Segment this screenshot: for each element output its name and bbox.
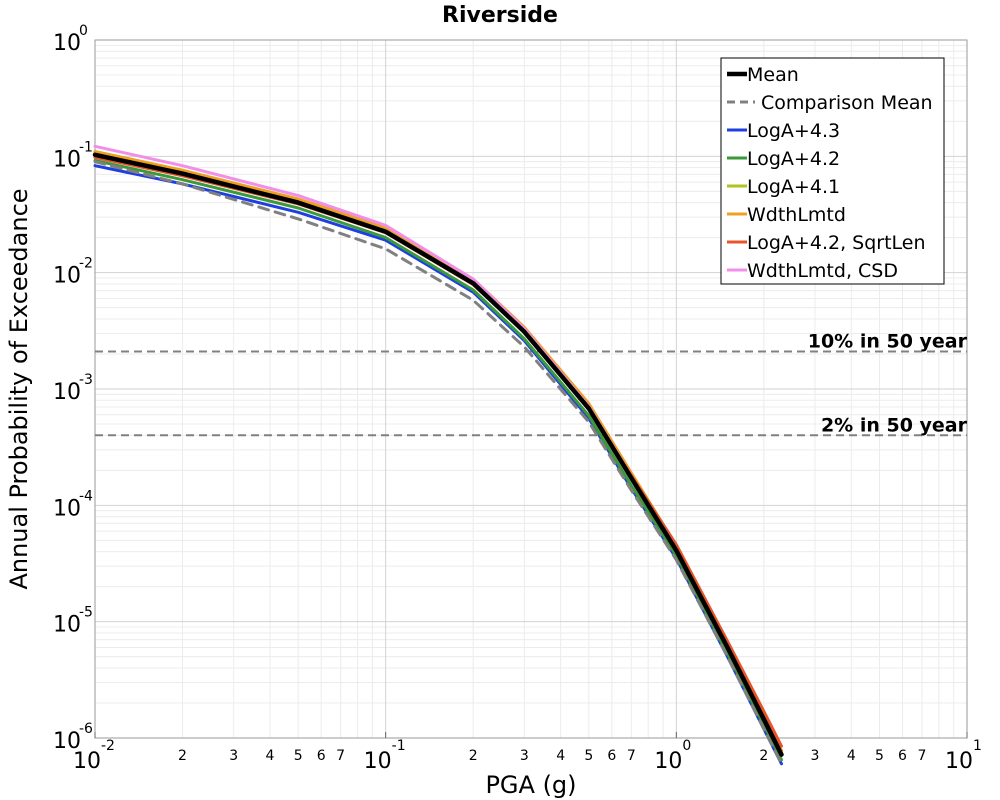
y-tick-exponent: 0 — [79, 23, 88, 39]
y-tick-exponent: -1 — [79, 139, 93, 155]
x-minor-tick-label: 5 — [584, 748, 593, 764]
x-minor-tick-label: 6 — [317, 748, 326, 764]
reference-line-label: 2% in 50 year — [821, 414, 968, 436]
x-minor-tick-label: 2 — [178, 748, 187, 764]
legend-label: LogA+4.2, SqrtLen — [747, 232, 926, 254]
x-tick-exponent: -2 — [101, 738, 115, 754]
y-tick-label: 10 — [53, 496, 81, 521]
x-minor-tick-label: 7 — [627, 748, 636, 764]
y-tick-label: 10 — [53, 729, 81, 754]
x-minor-tick-label: 6 — [607, 748, 616, 764]
x-minor-tick-label: 3 — [229, 748, 238, 764]
legend-label: WdthLmtd — [747, 204, 846, 226]
reference-line-label: 10% in 50 year — [808, 331, 968, 353]
plot-frame — [94, 39, 968, 739]
legend-label: LogA+4.3 — [747, 120, 840, 142]
x-tick-label: 10 — [654, 749, 682, 774]
series-layer — [92, 144, 784, 766]
x-minor-tick-label: 2 — [469, 748, 478, 764]
series-line — [92, 152, 784, 757]
chart-title: Riverside — [442, 3, 558, 28]
y-tick-exponent: -3 — [79, 372, 93, 388]
legend-label: LogA+4.2 — [747, 148, 840, 170]
legend-box — [720, 57, 945, 285]
x-minor-tick-label: 3 — [811, 748, 820, 764]
y-tick-exponent: -2 — [79, 256, 93, 272]
x-tick-label: 10 — [364, 749, 392, 774]
x-tick-exponent: 0 — [682, 738, 691, 754]
y-tick-label: 10 — [53, 380, 81, 405]
legend-label: Comparison Mean — [761, 92, 933, 114]
y-axis-label: Annual Probability of Exceedance — [5, 188, 33, 589]
x-minor-tick-label: 4 — [266, 748, 275, 764]
x-minor-tick-label: 7 — [336, 748, 345, 764]
x-minor-tick-label: 4 — [847, 748, 856, 764]
y-tick-exponent: -6 — [79, 721, 93, 737]
y-tick-label: 10 — [53, 31, 81, 56]
legend: Mean Comparison Mean LogA+4.3 LogA+4.2 LogA+… — [720, 57, 945, 285]
y-tick-exponent: -4 — [79, 488, 93, 504]
legend-label: WdthLmtd, CSD — [747, 260, 898, 282]
x-minor-tick-label: 5 — [875, 748, 884, 764]
x-minor-tick-label: 6 — [898, 748, 907, 764]
x-minor-tick-label: 3 — [520, 748, 529, 764]
x-tick-label: 10 — [73, 749, 101, 774]
y-tick-exponent: -5 — [79, 605, 93, 621]
series-line — [93, 160, 783, 766]
x-minor-tick-label: 2 — [759, 748, 768, 764]
x-minor-tick-label: 5 — [294, 748, 303, 764]
y-tick-label: 10 — [53, 147, 81, 172]
reference-lines: 10% in 50 year 2% in 50 year — [95, 331, 968, 437]
x-tick-exponent: 1 — [973, 738, 982, 754]
x-tick-label: 10 — [945, 749, 973, 774]
x-minor-tick-label: 7 — [918, 748, 927, 764]
y-tick-label: 10 — [53, 264, 81, 289]
x-tick-exponent: -1 — [392, 738, 406, 754]
y-tick-label: 10 — [53, 613, 81, 638]
legend-label: Mean — [747, 64, 799, 86]
legend-label: LogA+4.1 — [747, 176, 840, 198]
x-minor-tick-label: 4 — [556, 748, 565, 764]
x-axis-label: PGA (g) — [485, 771, 576, 799]
